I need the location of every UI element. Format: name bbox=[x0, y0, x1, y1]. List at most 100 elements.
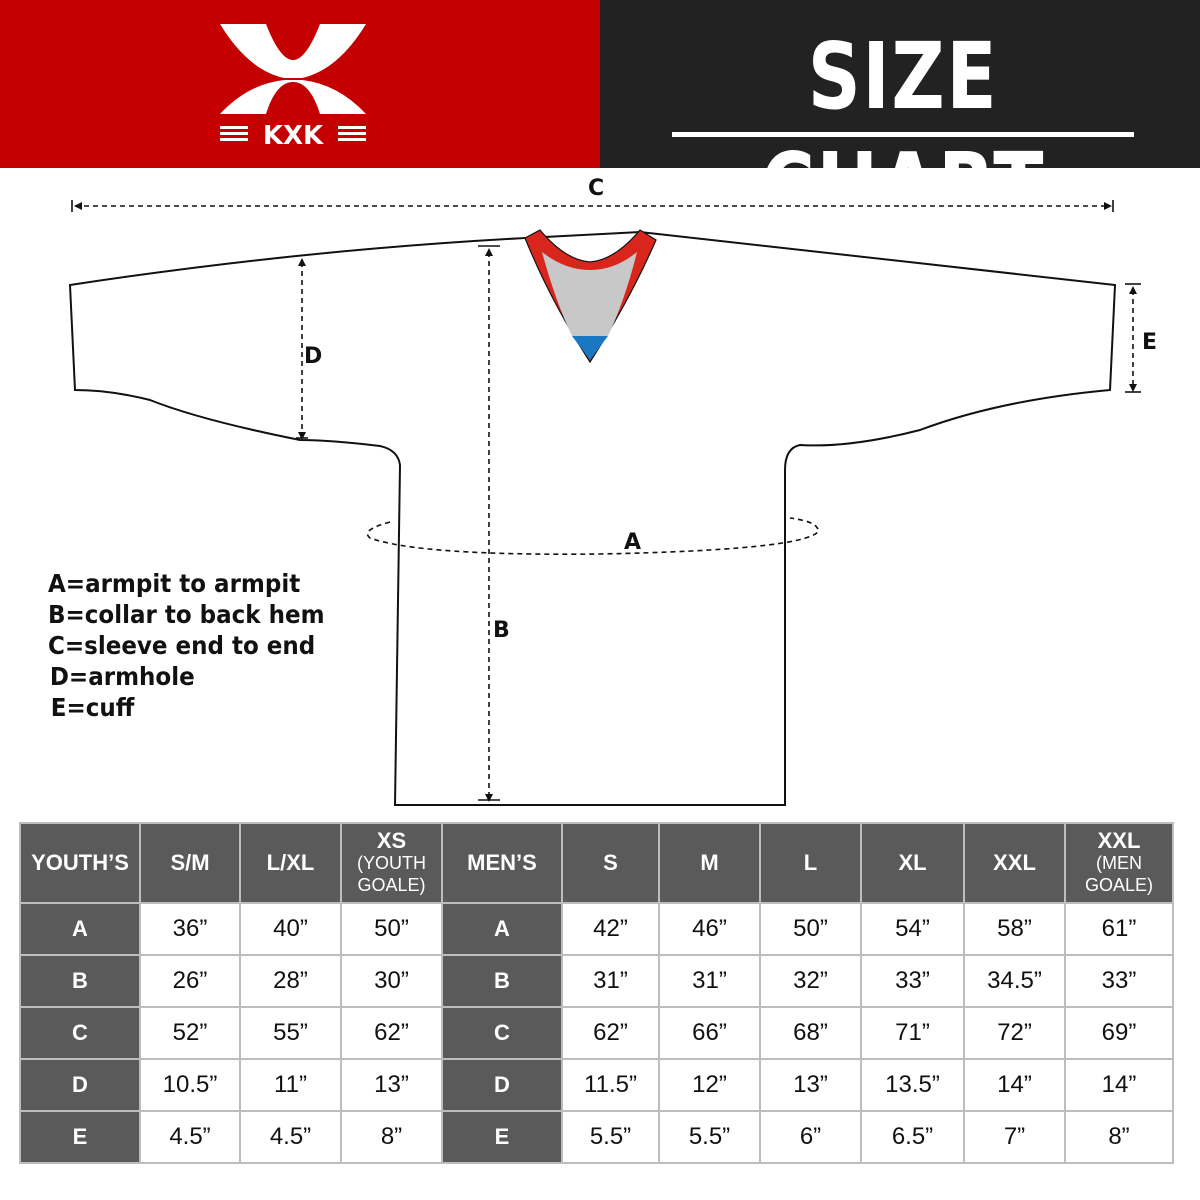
youth-row-label: D bbox=[21, 1060, 139, 1110]
men-cell: 33” bbox=[862, 956, 963, 1006]
men-cell: 14” bbox=[965, 1060, 1064, 1110]
men-row-label: B bbox=[443, 956, 561, 1006]
table-header-row: YOUTH’S S/M L/XL XS (YOUTH GOALE) MEN’S S… bbox=[21, 824, 1172, 902]
col-header: M bbox=[660, 824, 759, 902]
men-cell: 66” bbox=[660, 1008, 759, 1058]
col-header: L/XL bbox=[241, 824, 340, 902]
legend-item-e: E=cuff bbox=[50, 693, 135, 722]
youth-row-label: C bbox=[21, 1008, 139, 1058]
size-label: XXL bbox=[1097, 828, 1141, 853]
men-cell: 5.5” bbox=[660, 1112, 759, 1162]
men-cell: 6.5” bbox=[862, 1112, 963, 1162]
col-header: S/M bbox=[141, 824, 239, 902]
youth-header: YOUTH’S bbox=[21, 824, 139, 902]
size-label: XL bbox=[898, 850, 927, 875]
header-brand-panel bbox=[0, 0, 600, 168]
men-cell: 62” bbox=[563, 1008, 658, 1058]
label-a: A bbox=[624, 530, 642, 555]
size-note: (MEN GOALE) bbox=[1084, 853, 1154, 895]
men-cell: 31” bbox=[660, 956, 759, 1006]
men-cell: 11.5” bbox=[563, 1060, 658, 1110]
men-cell: 54” bbox=[862, 904, 963, 954]
men-cell: 32” bbox=[761, 956, 860, 1006]
men-cell: 33” bbox=[1066, 956, 1172, 1006]
table-row: C 52” 55” 62” C 62” 66” 68” 71” 72” 69” bbox=[21, 1008, 1172, 1058]
size-label: XS bbox=[376, 828, 407, 853]
collar-tag bbox=[572, 336, 608, 360]
men-cell: 8” bbox=[1066, 1112, 1172, 1162]
men-cell: 71” bbox=[862, 1008, 963, 1058]
youth-cell: 4.5” bbox=[141, 1112, 239, 1162]
logo-text: KXK bbox=[263, 121, 324, 150]
size-note: (YOUTH GOALE) bbox=[357, 853, 426, 895]
men-cell: 61” bbox=[1066, 904, 1172, 954]
youth-row-label: E bbox=[21, 1112, 139, 1162]
men-cell: 7” bbox=[965, 1112, 1064, 1162]
kxk-logo: KXK bbox=[220, 24, 366, 150]
men-row-label: A bbox=[443, 904, 561, 954]
youth-cell: 28” bbox=[241, 956, 340, 1006]
men-header: MEN’S bbox=[443, 824, 561, 902]
youth-cell: 36” bbox=[141, 904, 239, 954]
header-title-panel bbox=[600, 0, 1200, 168]
men-cell: 34.5” bbox=[965, 956, 1064, 1006]
men-cell: 50” bbox=[761, 904, 860, 954]
legend-item-c: C=sleeve end to end bbox=[48, 631, 316, 660]
youth-cell: 4.5” bbox=[241, 1112, 340, 1162]
size-label: M bbox=[700, 850, 719, 875]
size-table: YOUTH’S S/M L/XL XS (YOUTH GOALE) MEN’S S… bbox=[19, 822, 1174, 1164]
men-row-label: E bbox=[443, 1112, 561, 1162]
men-cell: 31” bbox=[563, 956, 658, 1006]
title-underline bbox=[672, 132, 1134, 137]
legend-item-b: B=collar to back hem bbox=[48, 600, 325, 629]
legend-item-d: D=armhole bbox=[49, 662, 195, 691]
men-cell: 5.5” bbox=[563, 1112, 658, 1162]
col-header: S bbox=[563, 824, 658, 902]
label-e: E bbox=[1142, 330, 1158, 355]
men-cell: 46” bbox=[660, 904, 759, 954]
men-cell: 72” bbox=[965, 1008, 1064, 1058]
label-d: D bbox=[304, 344, 323, 369]
measurement-legend: A=armpit to armpit B=collar to back hem … bbox=[48, 568, 349, 723]
men-cell: 42” bbox=[563, 904, 658, 954]
table-row: A 36” 40” 50” A 42” 46” 50” 54” 58” 61” bbox=[21, 904, 1172, 954]
youth-cell: 26” bbox=[141, 956, 239, 1006]
men-row-label: D bbox=[443, 1060, 561, 1110]
youth-cell: 50” bbox=[342, 904, 441, 954]
youth-cell: 55” bbox=[241, 1008, 340, 1058]
page-title: SIZE CHART bbox=[760, 23, 1046, 240]
table-row: E 4.5” 4.5” 8” E 5.5” 5.5” 6” 6.5” 7” 8” bbox=[21, 1112, 1172, 1162]
youth-cell: 52” bbox=[141, 1008, 239, 1058]
table-row: D 10.5” 11” 13” D 11.5” 12” 13” 13.5” 14” 14” bbox=[21, 1060, 1172, 1110]
youth-cell: 62” bbox=[342, 1008, 441, 1058]
label-c: C bbox=[588, 176, 605, 201]
men-cell: 69” bbox=[1066, 1008, 1172, 1058]
col-header: XXL (MEN GOALE) bbox=[1066, 824, 1172, 902]
size-label: L/XL bbox=[266, 850, 315, 875]
youth-cell: 40” bbox=[241, 904, 340, 954]
size-label: XXL bbox=[993, 850, 1036, 875]
jersey-diagram bbox=[68, 200, 1141, 806]
men-cell: 12” bbox=[660, 1060, 759, 1110]
men-row-label: C bbox=[443, 1008, 561, 1058]
col-header: XS (YOUTH GOALE) bbox=[342, 824, 441, 902]
men-cell: 13.5” bbox=[862, 1060, 963, 1110]
youth-cell: 8” bbox=[342, 1112, 441, 1162]
size-label: S bbox=[603, 850, 618, 875]
table-row: B 26” 28” 30” B 31” 31” 32” 33” 34.5” 33” bbox=[21, 956, 1172, 1006]
men-cell: 13” bbox=[761, 1060, 860, 1110]
col-header: XL bbox=[862, 824, 963, 902]
col-header: XXL bbox=[965, 824, 1064, 902]
col-header: L bbox=[761, 824, 860, 902]
legend-item-a: A=armpit to armpit bbox=[48, 569, 301, 598]
men-cell: 14” bbox=[1066, 1060, 1172, 1110]
label-b: B bbox=[493, 618, 510, 643]
youth-cell: 13” bbox=[342, 1060, 441, 1110]
youth-row-label: B bbox=[21, 956, 139, 1006]
men-cell: 58” bbox=[965, 904, 1064, 954]
youth-cell: 10.5” bbox=[141, 1060, 239, 1110]
men-cell: 6” bbox=[761, 1112, 860, 1162]
youth-row-label: A bbox=[21, 904, 139, 954]
men-cell: 68” bbox=[761, 1008, 860, 1058]
youth-cell: 11” bbox=[241, 1060, 340, 1110]
